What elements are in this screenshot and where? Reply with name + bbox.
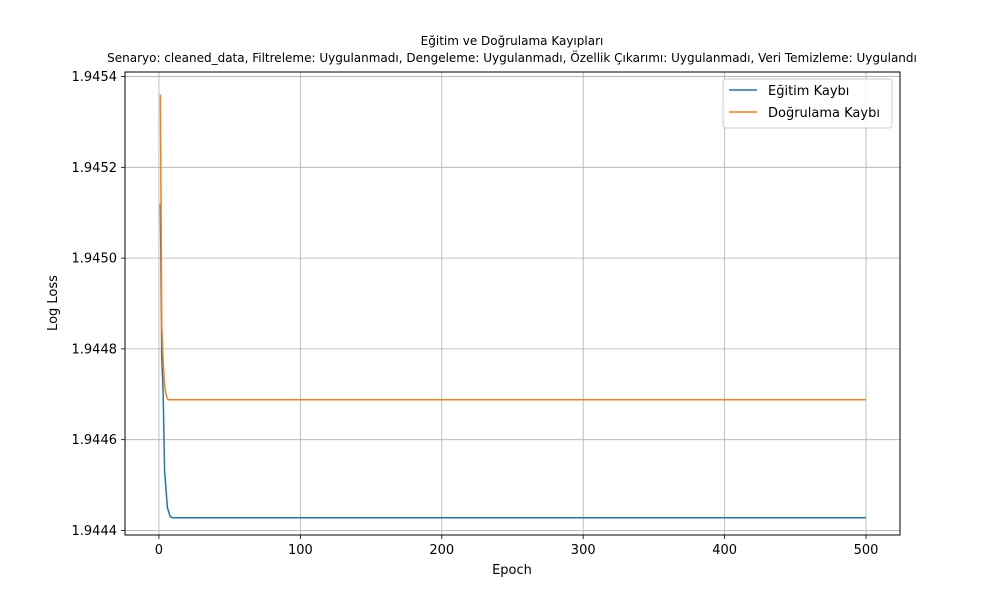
x-tick-label: 300 [571,543,596,558]
y-tick-label: 1.9454 [72,70,118,85]
chart-title-block: Eğitim ve Doğrulama Kayıpları Senaryo: c… [0,33,1000,67]
ticks-layer: 0 100 200 300 400 500 1.9444 1.9446 1.9448 1.9450… [72,70,879,558]
x-axis-label: Epoch [492,563,532,578]
legend-box [722,78,893,129]
y-tick-label: 1.9444 [72,524,118,539]
grid-layer [125,72,900,535]
y-tick-label: 1.9452 [72,161,118,176]
x-tick-label: 0 [155,543,163,558]
series-layer [159,94,867,519]
series-line-0 [159,203,867,519]
legend-label-0: Eğitim Kaybı [768,84,849,99]
y-axis-label: Log Loss [46,275,61,331]
plot-frame [124,71,901,536]
x-tick-label: 500 [854,543,879,558]
y-tick-label: 1.9446 [72,433,118,448]
y-tick-label: 1.9448 [72,342,118,357]
chart-title: Eğitim ve Doğrulama Kayıpları [420,34,604,48]
x-tick-label: 200 [429,543,454,558]
y-tick-label: 1.9450 [72,252,118,267]
chart-subtitle: Senaryo: cleaned_data, Filtreleme: Uygul… [107,51,917,65]
x-tick-label: 100 [288,543,313,558]
x-tick-label: 400 [712,543,737,558]
legend-label-1: Doğrulama Kaybı [768,106,880,121]
series-line-1 [159,94,867,401]
legend: Eğitim Kaybı Doğrulama Kaybı [722,78,893,129]
